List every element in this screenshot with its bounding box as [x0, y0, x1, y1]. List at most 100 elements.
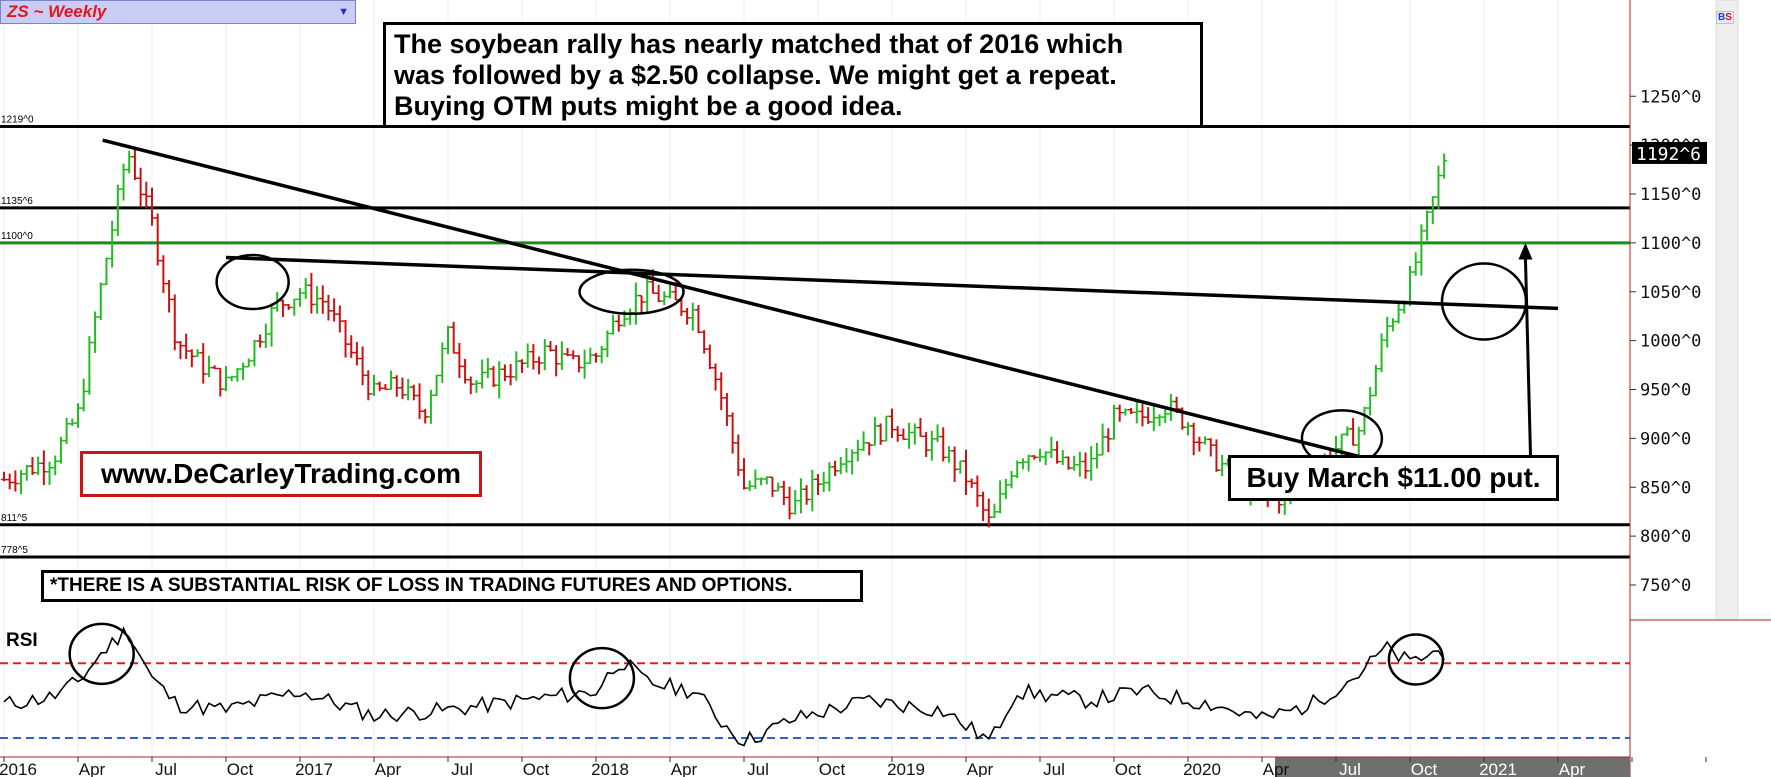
- price-bar: [12, 470, 19, 492]
- price-bar: [792, 490, 799, 515]
- price-bar: [1082, 452, 1089, 479]
- price-bar: [758, 477, 765, 486]
- price-bar: [593, 352, 599, 363]
- price-bar: [638, 294, 645, 314]
- price-bar: [450, 321, 457, 354]
- x-tick-label: 2017: [295, 760, 333, 777]
- price-bar: [353, 341, 360, 366]
- buy-sell-icon[interactable]: BS: [1716, 11, 1734, 24]
- x-tick-label: Oct: [1115, 760, 1142, 777]
- price-bar: [951, 446, 958, 482]
- price-bar: [359, 346, 366, 386]
- price-bar: [1350, 418, 1357, 446]
- price-bar: [980, 491, 987, 522]
- price-bar: [1071, 455, 1078, 471]
- price-bar: [183, 333, 190, 360]
- price-bar: [928, 430, 935, 461]
- x-tick-label: Apr: [671, 760, 698, 777]
- price-bar: [627, 308, 634, 325]
- price-bar: [1213, 439, 1220, 472]
- annotation-circle: [215, 253, 290, 311]
- price-bar: [968, 478, 975, 488]
- price-bar: [479, 359, 486, 389]
- price-bar: [149, 187, 155, 226]
- price-bar: [1367, 387, 1374, 416]
- price-bar: [456, 342, 463, 378]
- price-bar: [655, 284, 662, 302]
- y-tick-label: 950^0: [1640, 381, 1691, 401]
- price-bar: [1048, 436, 1055, 458]
- price-bar: [786, 486, 793, 520]
- level-label: 778^5: [1, 545, 28, 556]
- price-bar: [684, 307, 691, 325]
- price-bar: [1190, 422, 1197, 456]
- price-bar: [1, 471, 7, 482]
- price-bar: [18, 470, 25, 495]
- price-bar: [632, 282, 639, 325]
- y-tick-label: 900^0: [1640, 429, 1691, 449]
- price-bar: [1059, 450, 1066, 466]
- price-bar: [1139, 404, 1146, 427]
- price-bar: [911, 423, 918, 445]
- rsi-annotation-circle: [1387, 633, 1445, 686]
- x-tick-label: Jul: [155, 760, 177, 777]
- annotation-arrow-shaft: [1523, 257, 1533, 493]
- price-bar: [763, 476, 770, 485]
- price-bar: [319, 285, 326, 314]
- price-bar: [883, 415, 890, 442]
- price-bar: [251, 339, 258, 367]
- price-bar: [541, 339, 548, 371]
- rsi-title: RSI: [6, 630, 38, 651]
- price-bar: [940, 427, 947, 462]
- price-bar: [877, 423, 884, 445]
- price-bar: [997, 480, 1004, 514]
- price-bar: [484, 358, 491, 379]
- price-bar: [815, 474, 821, 496]
- price-bar: [1441, 153, 1448, 179]
- headline-line: was followed by a $2.50 collapse. We mig…: [394, 60, 1117, 90]
- price-bar: [1355, 426, 1362, 459]
- x-tick-label: 2019: [887, 760, 925, 777]
- symbol-selector[interactable]: ZS ~ Weekly ▼: [0, 0, 356, 24]
- price-bar: [1407, 266, 1413, 306]
- rsi-panel: 75604530: [0, 622, 1660, 749]
- headline-box: The soybean rally has nearly matched tha…: [383, 22, 1203, 128]
- last-price-bg: [1632, 141, 1707, 164]
- price-bar: [917, 417, 924, 438]
- symbol-label: ZS ~ Weekly: [7, 2, 107, 21]
- x-tick-label: Oct: [819, 760, 846, 777]
- price-bar: [336, 305, 343, 333]
- price-bar: [205, 355, 212, 378]
- price-bar: [820, 471, 827, 493]
- dropdown-arrow-icon[interactable]: ▼: [338, 6, 349, 18]
- price-bar: [803, 485, 810, 505]
- x-tick-label: Oct: [1707, 760, 1734, 777]
- x-tick-label: 2016: [0, 760, 37, 777]
- price-bar: [1384, 316, 1391, 348]
- price-bar: [1418, 224, 1425, 276]
- price-bar: [291, 298, 298, 316]
- price-bar: [285, 303, 292, 311]
- disclaimer-label: *THERE IS A SUBSTANTIAL RISK OF LOSS IN …: [41, 570, 863, 602]
- level-label: 1100^0: [1, 231, 33, 242]
- price-bar: [809, 469, 816, 512]
- x-tick-label: Jul: [747, 760, 769, 777]
- x-tick-label: Jul: [1043, 760, 1065, 777]
- callout-label: Buy March $11.00 put.: [1228, 455, 1559, 501]
- price-bar: [718, 372, 725, 411]
- price-bar: [69, 418, 76, 426]
- price-bar: [109, 220, 116, 268]
- x-tick-label: Apr: [1263, 760, 1290, 777]
- price-bar: [160, 255, 167, 293]
- price-bar: [735, 434, 742, 476]
- price-bar: [519, 359, 525, 373]
- price-bar: [1054, 441, 1061, 464]
- price-bar: [1042, 451, 1049, 466]
- price-bar: [769, 476, 776, 497]
- level-label: 1135^6: [1, 196, 33, 207]
- price-bar: [154, 213, 161, 266]
- price-bar: [302, 278, 309, 299]
- price-bar: [706, 344, 713, 370]
- x-tick-label: Jul: [1339, 760, 1361, 777]
